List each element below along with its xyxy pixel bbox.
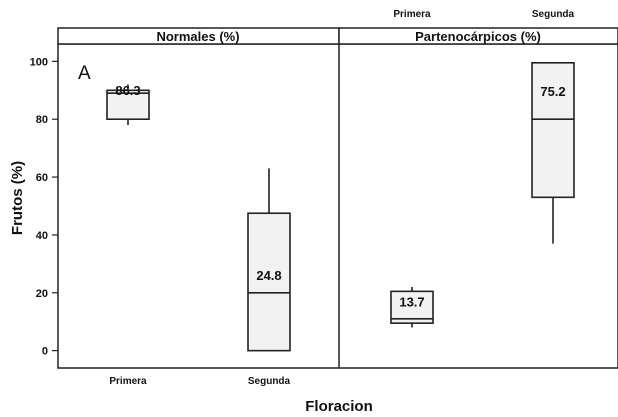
top-category-label-segunda: Segunda: [532, 9, 575, 20]
panel-letter: A: [78, 63, 91, 84]
x-axis-title: Floracion: [305, 398, 373, 415]
y-axis: 0 20 40 60 80 100: [30, 56, 58, 358]
panel-title-partenocarpicos: Partenocárpicos (%): [415, 29, 541, 44]
mean-label: 24.8: [256, 268, 281, 283]
iqr-box: [247, 212, 291, 352]
box-Normales (%)-Segunda: 24.8: [247, 168, 291, 352]
y-tick-label: 60: [36, 172, 48, 184]
y-tick-label: 80: [36, 114, 48, 126]
y-tick-label: 100: [30, 56, 48, 68]
y-axis-title: Frutos (%): [9, 161, 26, 235]
box-Normales (%)-Primera: 86.3: [106, 83, 150, 125]
panel-title-normales: Normales (%): [156, 29, 239, 44]
boxes-layer: 86.3 24.8 13.7 75.2: [106, 62, 575, 352]
iqr-box: [106, 89, 150, 121]
bottom-category-label-primera: Primera: [109, 376, 147, 387]
y-tick-label: 40: [36, 230, 48, 242]
box-Partenocárpicos (%)-Segunda: 75.2: [531, 62, 575, 244]
iqr-box: [390, 290, 434, 324]
iqr-box: [531, 62, 575, 199]
top-category-label-primera: Primera: [393, 9, 431, 20]
y-tick-label: 0: [42, 346, 48, 358]
bottom-category-label-segunda: Segunda: [248, 376, 291, 387]
mean-label: 75.2: [540, 84, 565, 99]
box-Partenocárpicos (%)-Primera: 13.7: [390, 287, 434, 328]
panel-strip-right: [338, 27, 618, 45]
y-tick-label: 20: [36, 288, 48, 300]
mean-label: 13.7: [399, 294, 424, 309]
mean-label: 86.3: [115, 83, 140, 98]
